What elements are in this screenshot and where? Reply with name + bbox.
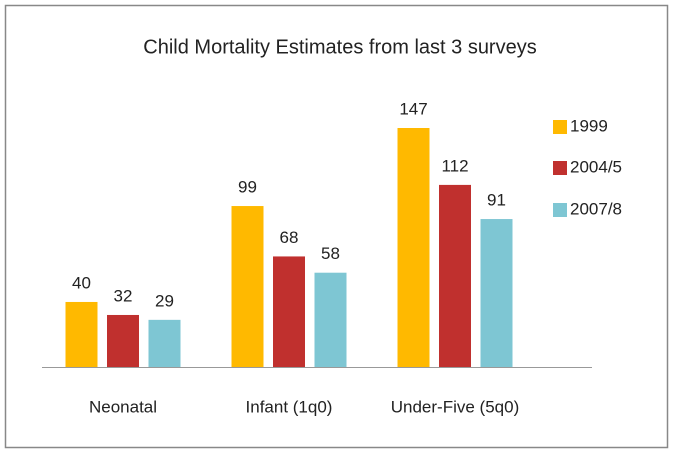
data-label: 112 xyxy=(441,156,468,175)
bar xyxy=(65,301,98,367)
bar xyxy=(439,184,471,367)
data-label: 29 xyxy=(155,291,174,310)
data-label: 91 xyxy=(487,191,506,210)
data-label: 68 xyxy=(280,228,299,247)
chart-title: Child Mortality Estimates from last 3 su… xyxy=(143,36,536,58)
x-tick-label: Infant (1q0) xyxy=(246,397,333,416)
chart-border xyxy=(4,4,669,449)
data-label: 32 xyxy=(114,286,133,305)
bar xyxy=(107,314,139,367)
data-label: 58 xyxy=(321,244,340,263)
bar xyxy=(231,206,264,367)
bar xyxy=(273,256,305,367)
x-tick-label: Neonatal xyxy=(89,397,157,416)
bar xyxy=(148,319,181,367)
legend-label: 1999 xyxy=(570,116,608,135)
legend-label: 2007/8 xyxy=(570,199,622,218)
x-tick-label: Under-Five (5q0) xyxy=(391,397,520,416)
legend-swatch xyxy=(553,161,567,175)
data-label: 147 xyxy=(399,99,427,118)
legend-label: 2004/5 xyxy=(570,157,622,176)
bar xyxy=(314,272,347,367)
legend-swatch xyxy=(553,203,567,217)
legend-swatch xyxy=(553,120,567,134)
data-label: 40 xyxy=(72,273,91,292)
bar xyxy=(480,219,513,367)
bar xyxy=(397,128,430,367)
data-label: 99 xyxy=(238,178,257,197)
